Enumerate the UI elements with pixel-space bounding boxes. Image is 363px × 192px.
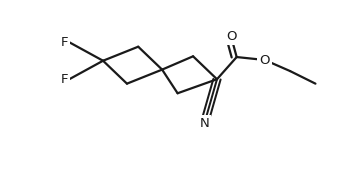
Text: N: N bbox=[199, 117, 209, 130]
Text: F: F bbox=[60, 36, 68, 49]
Text: O: O bbox=[226, 30, 236, 43]
Text: O: O bbox=[260, 54, 270, 66]
Text: F: F bbox=[60, 73, 68, 86]
